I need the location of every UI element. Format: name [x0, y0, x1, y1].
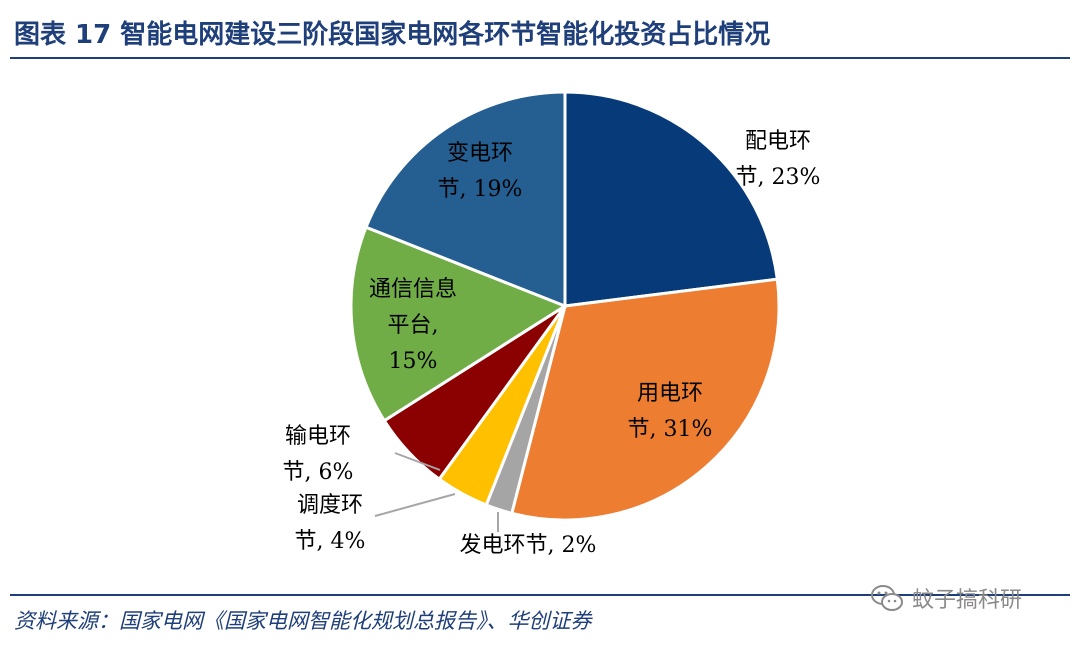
pie-slice-1 — [563, 90, 779, 308]
wechat-icon — [871, 585, 903, 611]
watermark-text: 蚊子搞科研 — [912, 588, 1023, 613]
slice-labels: 配电环节, 23% 用电环节, 31% 发电环节, 2% 调度环节, 4% 输电环节, … — [283, 129, 821, 558]
footer-divider — [10, 594, 1070, 596]
pie-chart: 配电环节, 23% 用电环节, 31% 发电环节, 2% 调度环节, 4% 输电环节, … — [283, 90, 821, 558]
pie-slice-2 — [509, 277, 781, 522]
slice-label-3: 发电环节, 2% — [460, 533, 597, 558]
watermark: 蚊子搞科研 — [870, 582, 1022, 614]
pie-slice-7 — [364, 90, 567, 309]
slice-label-1: 配电环节, 23% — [736, 129, 821, 190]
pie-slices — [349, 90, 781, 522]
leader-lines — [374, 452, 499, 532]
source-note: 资料来源：国家电网《国家电网智能化规划总报告》、华创证券 — [14, 609, 592, 633]
chart-title: 图表 17 智能电网建设三阶段国家电网各环节智能化投资占比情况 — [14, 20, 771, 50]
slice-label-4: 调度环节, 4% — [295, 493, 366, 554]
slice-label-7: 变电环节, 19% — [438, 141, 523, 202]
slice-label-5: 输电环节, 6% — [283, 424, 354, 485]
title-divider — [10, 57, 1070, 59]
pie-slice-6 — [349, 225, 569, 423]
leader-line-5 — [394, 452, 441, 471]
slice-label-2: 用电环节, 31% — [628, 381, 713, 442]
leader-line-4 — [374, 493, 456, 517]
slice-label-6: 通信信息平台, 15% — [369, 277, 457, 374]
